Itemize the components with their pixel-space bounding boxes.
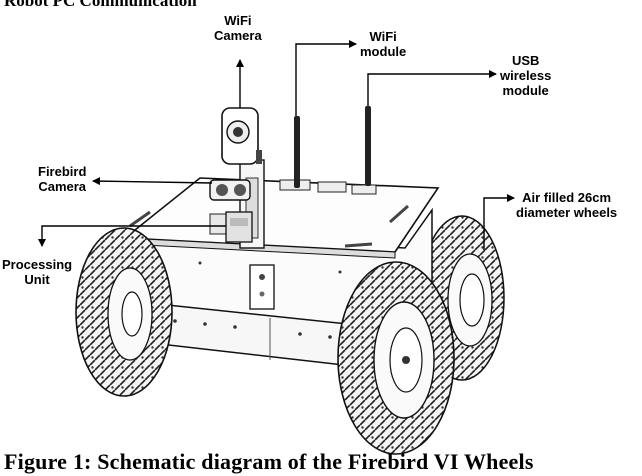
firebird-camera-label: Firebird Camera [38, 164, 87, 194]
figure-caption: Figure 1: Schematic diagram of the Fireb… [4, 449, 534, 474]
usb-module-arrow [367, 70, 497, 106]
wifi-camera-body [221, 107, 262, 165]
firebird-camera-body [209, 179, 251, 201]
callout-arrows [38, 40, 515, 250]
firebird-camera-arrow [92, 177, 213, 186]
wifi-camera-label: WiFi Camera [214, 13, 262, 43]
wifi-module-label: WiFi module [360, 29, 407, 59]
front-right-wheel [337, 261, 455, 455]
wheels-label: Air filled 26cm diameter wheels [516, 190, 618, 220]
front-left-wheel [75, 227, 173, 397]
section-heading-fragment: Robot PC Communication [4, 0, 197, 10]
wheels-arrow [483, 194, 515, 250]
wifi-antenna [294, 116, 300, 188]
processing-unit-body [225, 211, 253, 243]
processing-unit-label: Processing Unit [2, 257, 73, 287]
usb-antenna [365, 106, 371, 186]
processing-unit-arrow [38, 225, 226, 247]
wifi-module-arrow [295, 40, 357, 116]
top-plate [122, 177, 440, 259]
usb-wireless-module-label: USB wireless module [500, 53, 552, 98]
